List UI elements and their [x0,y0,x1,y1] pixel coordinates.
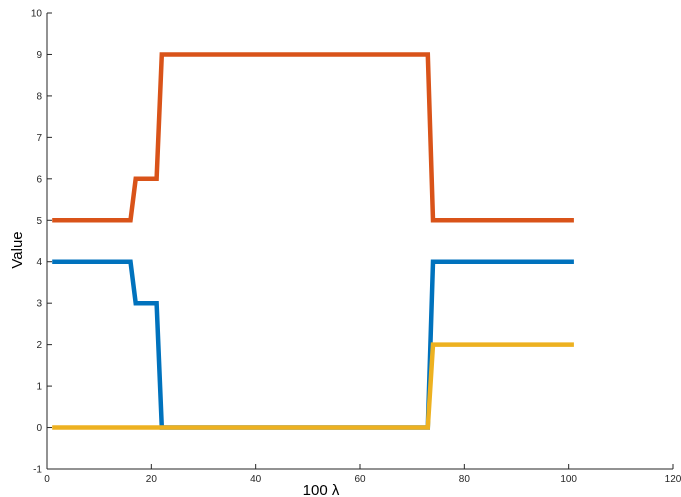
y-tick-label: 8 [36,91,42,102]
x-tick-label: 0 [44,474,50,485]
y-tick-label: 1 [36,382,42,393]
y-tick-label: 9 [36,50,42,61]
series-line-1 [52,259,574,430]
y-tick-label: 3 [36,299,42,310]
y-tick-label: 5 [36,216,42,227]
x-axis-label: 100 λ [303,482,340,497]
series-line-2 [52,52,574,223]
y-tick-label: 6 [36,174,42,185]
x-tick-label: 60 [354,474,366,485]
x-tick-label: 40 [250,474,262,485]
x-tick-label: 20 [146,474,158,485]
x-tick-label: 100 [560,474,577,485]
y-tick-label: 2 [36,340,42,351]
series-group [52,52,574,430]
y-tick-label: 0 [36,423,42,434]
y-tick-label: 10 [31,9,43,20]
y-tick-label: -1 [33,465,42,476]
x-tick-label: 80 [459,474,471,485]
y-tick-label: 4 [36,257,42,268]
series-line-3 [52,342,574,430]
x-tick-label: 120 [665,474,681,485]
y-tick-label: 7 [36,133,42,144]
y-axis-label: Value [9,231,26,268]
